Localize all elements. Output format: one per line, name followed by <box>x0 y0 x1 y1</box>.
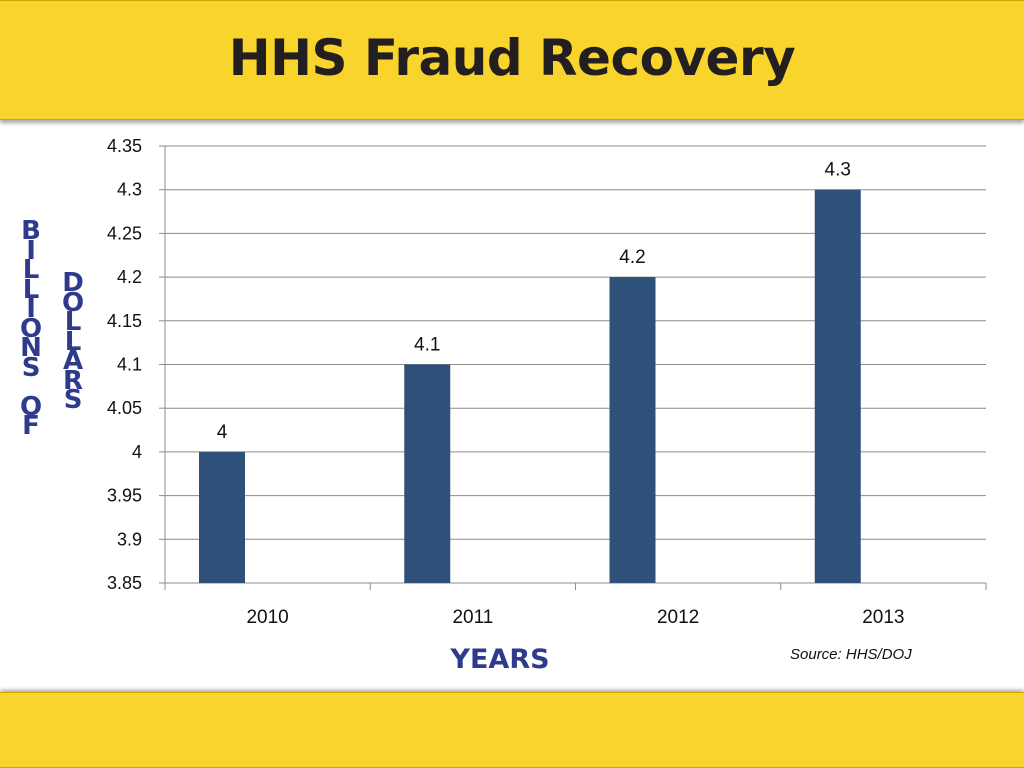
x-tick-label: 2010 <box>246 607 288 628</box>
y-label-billions-letter: L <box>22 255 40 285</box>
y-label-dollars-letter: D <box>62 268 84 298</box>
bar-2011 <box>404 364 451 583</box>
x-tick-label: 2013 <box>862 607 904 628</box>
x-tick-label: 2011 <box>452 607 493 628</box>
y-tick-label: 4.35 <box>107 136 142 156</box>
bar-chart: 3.85 3.9 3.95 4 4.05 4.1 4.15 4.2 4.25 4.3 4.35 4 20… <box>107 136 987 628</box>
y-tick-label: 4.05 <box>107 398 142 418</box>
y-tick-label: 4.1 <box>117 355 142 375</box>
bar-2010 <box>199 451 245 583</box>
y-label-dollars-letter: S <box>63 385 83 415</box>
data-label: 4.1 <box>414 335 440 356</box>
y-tick-label: 4.25 <box>107 223 142 243</box>
y-label-dollars-letter: O <box>62 287 85 318</box>
y-tick-label: 4.3 <box>117 180 142 200</box>
y-tick-label: 4.15 <box>107 311 142 331</box>
y-tick-label: 3.9 <box>117 529 142 549</box>
data-label: 4.2 <box>619 247 645 268</box>
x-tick-label: 2012 <box>657 607 699 628</box>
y-label-billions-letter: L <box>22 274 40 305</box>
bar-2012 <box>609 277 656 583</box>
y-label-of-letter: F <box>22 411 40 441</box>
y-label-billions-letter: I <box>26 294 36 324</box>
y-label-dollars-letter: L <box>64 326 82 357</box>
y-label-billions-letter: N <box>20 333 42 363</box>
y-tick-label: 4 <box>132 442 142 462</box>
page-title: HHS Fraud Recovery <box>228 29 796 87</box>
y-label-of-letter: O <box>20 391 43 422</box>
y-label-dollars-letter: A <box>62 346 84 376</box>
bar-2013 <box>814 189 861 583</box>
data-label: 4.3 <box>825 160 851 181</box>
y-tick-label: 3.95 <box>107 486 142 506</box>
y-label-dollars-letter: L <box>64 307 82 337</box>
footer-banner <box>0 692 1024 768</box>
y-label-dollars-letter: R <box>63 365 84 396</box>
y-label-billions-letter: S <box>21 352 41 383</box>
y-label-billions-letter: I <box>26 235 36 266</box>
y-label-billions-letter: B <box>21 216 41 246</box>
y-tick-label: 3.85 <box>107 573 142 593</box>
data-label: 4 <box>217 422 228 443</box>
y-tick-label: 4.2 <box>117 267 142 287</box>
y-label-billions-letter: O <box>20 313 43 344</box>
title-banner: HHS Fraud Recovery <box>0 0 1024 120</box>
x-axis-label: YEARS <box>450 644 550 675</box>
source-note: Source: HHS/DOJ <box>790 646 912 663</box>
